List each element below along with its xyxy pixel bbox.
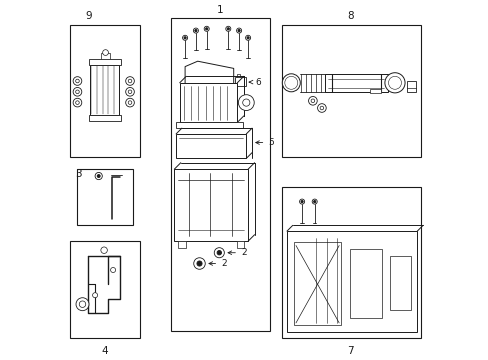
Bar (179, 83, 237, 122)
Circle shape (125, 87, 134, 96)
Bar (176, 134, 246, 158)
Circle shape (205, 28, 207, 30)
Bar (236, 74, 240, 77)
Circle shape (73, 87, 81, 96)
Bar (349, 249, 382, 318)
Text: 8: 8 (346, 11, 353, 21)
Bar (286, 231, 416, 332)
Bar (282, 187, 420, 338)
Bar (324, 74, 387, 92)
Bar (369, 89, 380, 93)
Circle shape (73, 98, 81, 107)
Circle shape (387, 76, 401, 89)
Circle shape (110, 267, 115, 273)
Circle shape (76, 90, 79, 94)
Circle shape (92, 293, 98, 298)
Circle shape (204, 26, 209, 31)
Circle shape (310, 99, 314, 103)
Bar (406, 81, 415, 92)
Bar (77, 169, 133, 225)
Circle shape (313, 201, 315, 203)
Bar (174, 169, 247, 241)
Circle shape (76, 298, 89, 311)
Circle shape (238, 30, 240, 32)
Circle shape (128, 90, 132, 94)
Bar (178, 241, 185, 248)
Circle shape (101, 247, 107, 253)
Circle shape (182, 35, 187, 40)
Circle shape (246, 37, 249, 39)
Circle shape (242, 99, 249, 106)
Bar (70, 241, 140, 338)
Circle shape (79, 301, 85, 307)
Bar (236, 241, 244, 248)
Bar (235, 77, 245, 86)
Circle shape (317, 104, 325, 112)
Circle shape (95, 172, 102, 180)
Circle shape (97, 175, 100, 177)
Circle shape (217, 251, 221, 255)
Circle shape (236, 28, 241, 33)
Bar (70, 25, 140, 157)
Text: 2: 2 (208, 259, 226, 268)
Circle shape (227, 28, 229, 30)
Bar (170, 18, 269, 331)
Circle shape (384, 73, 404, 93)
Circle shape (320, 106, 323, 110)
Circle shape (282, 74, 300, 92)
Circle shape (245, 35, 250, 40)
Bar (101, 53, 110, 59)
Circle shape (73, 77, 81, 85)
Circle shape (128, 79, 132, 83)
Circle shape (76, 79, 79, 83)
Text: 1: 1 (216, 5, 223, 15)
Bar (282, 25, 420, 157)
Text: 7: 7 (346, 346, 353, 356)
Circle shape (194, 30, 197, 32)
Circle shape (225, 26, 230, 31)
Circle shape (308, 96, 317, 105)
Text: 9: 9 (85, 11, 92, 21)
Circle shape (76, 101, 79, 104)
Circle shape (214, 248, 224, 258)
Circle shape (193, 28, 198, 33)
Bar (88, 115, 121, 121)
Text: 5: 5 (255, 138, 273, 147)
Circle shape (301, 201, 303, 203)
Circle shape (238, 95, 254, 111)
Text: 2: 2 (227, 248, 246, 257)
Text: 6: 6 (249, 77, 261, 86)
Bar (389, 256, 410, 310)
Bar (88, 59, 121, 65)
Text: 3: 3 (76, 168, 82, 179)
Circle shape (125, 77, 134, 85)
Bar (90, 65, 119, 115)
Text: 4: 4 (102, 346, 108, 356)
Circle shape (125, 98, 134, 107)
Circle shape (299, 199, 304, 204)
Bar (294, 242, 340, 325)
Circle shape (183, 37, 186, 39)
Circle shape (284, 76, 297, 89)
Circle shape (311, 199, 317, 204)
Bar (176, 122, 242, 128)
Circle shape (197, 261, 202, 266)
Circle shape (128, 101, 132, 104)
Circle shape (102, 50, 108, 55)
Circle shape (193, 258, 205, 269)
